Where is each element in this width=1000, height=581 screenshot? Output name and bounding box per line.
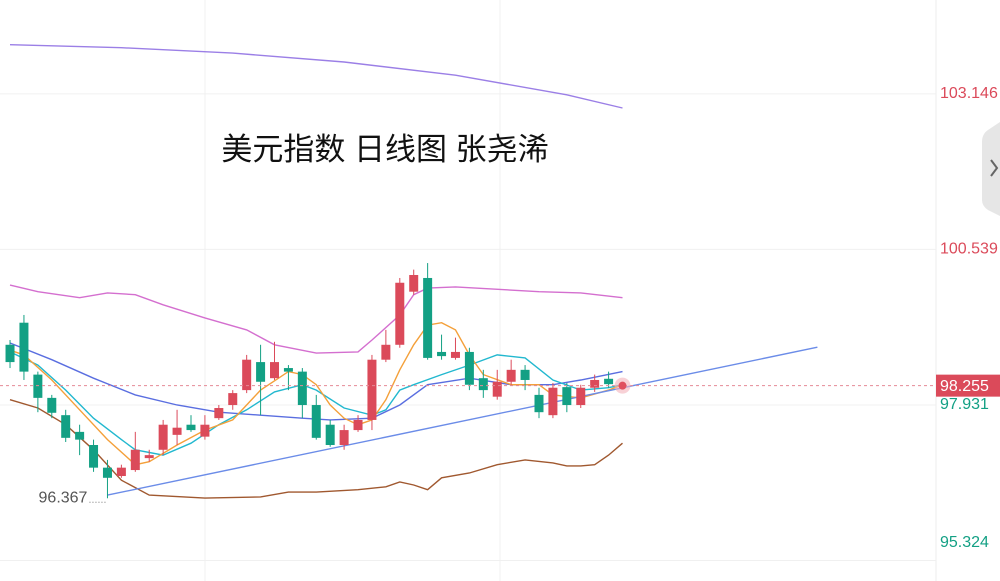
overlay-line [9, 284, 623, 354]
candle-body [116, 467, 126, 477]
price-label-box [936, 374, 1000, 397]
candle-body [242, 359, 252, 391]
candle-body [437, 351, 447, 357]
candle-body [283, 368, 293, 372]
candle-body [228, 393, 238, 406]
plot [0, 44, 936, 561]
candle-body [102, 467, 112, 478]
candle-body [47, 397, 57, 413]
scroll-button[interactable] [982, 122, 1000, 216]
overlay-line [9, 351, 623, 456]
candle-body [353, 419, 363, 431]
candle-body [89, 444, 99, 468]
overlay-line [9, 44, 623, 109]
candle-body [144, 455, 154, 459]
candle-body [19, 322, 29, 372]
candle-body [464, 351, 474, 385]
candle-body [506, 369, 516, 382]
candle-body [381, 344, 391, 360]
candle-body [478, 378, 488, 391]
candle-body [270, 362, 280, 379]
candle-body [534, 394, 544, 413]
overlay-line [9, 399, 623, 499]
candle-body [33, 374, 43, 398]
candle-body [214, 408, 224, 419]
candle-body [562, 387, 572, 406]
candle-body [395, 282, 405, 345]
candle-body [186, 424, 196, 431]
candle-body [297, 371, 307, 406]
candle-body [576, 387, 586, 406]
candle-body [409, 274, 419, 292]
price-label: 98.255 [940, 378, 989, 395]
last-price-dot [618, 381, 627, 390]
y-tick-label: 97.931 [940, 396, 989, 413]
candle-body [75, 431, 85, 440]
candle-body [604, 378, 614, 385]
low-label: 96.367 [39, 489, 88, 506]
candle-body [172, 427, 182, 435]
chevron-icon [990, 159, 999, 177]
candle-body [325, 424, 335, 445]
candle-body [61, 415, 71, 438]
candle-body [520, 369, 530, 380]
candle-body [256, 362, 266, 382]
candle-body [590, 379, 600, 388]
candle-body [450, 351, 460, 358]
candle-body [130, 449, 140, 471]
candle-body [548, 387, 558, 416]
overlay-line [107, 346, 818, 496]
candle-body [423, 277, 433, 358]
candle-body [200, 424, 210, 437]
candle-body [492, 381, 502, 397]
y-tick-label: 95.324 [940, 534, 989, 551]
candle-body [339, 430, 349, 445]
chart-title: 美元指数 日线图 张尧浠 [221, 132, 548, 167]
y-tick-label: 100.539 [940, 241, 998, 258]
candle-body [5, 344, 15, 363]
candle-body [311, 405, 321, 438]
y-tick-label: 103.146 [940, 85, 998, 102]
candle-body [367, 359, 377, 420]
candle-body [158, 424, 168, 450]
